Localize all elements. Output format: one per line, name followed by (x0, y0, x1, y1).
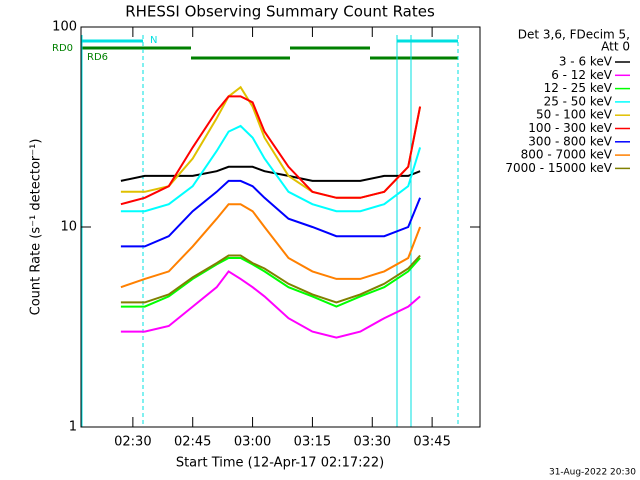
y-tick-label: 1 (69, 420, 77, 435)
legend-label: 100 - 300 keV (528, 121, 612, 135)
annotation: RD0 (52, 43, 73, 54)
legend-label: 800 - 7000 keV (521, 148, 613, 162)
timestamp: 31-Aug-2022 20:30 (549, 468, 636, 478)
y-tick-label: 10 (60, 220, 77, 235)
plot (120, 85, 422, 339)
legend-label: 7000 - 15000 keV (505, 161, 612, 175)
legend-label: 12 - 25 keV (544, 81, 613, 95)
series-line (120, 254, 421, 304)
legend-label: 50 - 100 keV (536, 108, 613, 122)
legend-label: 25 - 50 keV (544, 94, 613, 108)
x-tick-label: 03:15 (294, 435, 331, 450)
x-tick-label: 02:30 (114, 435, 151, 450)
annotation: RD6 (87, 52, 108, 63)
x-tick-label: 03:00 (234, 435, 271, 450)
x-axis-label: Start Time (12-Apr-17 02:17:22) (176, 456, 384, 471)
state-lines (81, 35, 459, 427)
series-line (120, 257, 421, 308)
series-line (120, 95, 422, 206)
series-line (120, 203, 422, 289)
series-line (120, 165, 421, 182)
series-line (120, 270, 421, 339)
x-tick-label: 02:45 (174, 435, 211, 450)
annotation: N (150, 35, 157, 46)
state-bars (81, 39, 458, 60)
legend-label: 6 - 12 keV (551, 68, 613, 82)
legend-label: 300 - 800 keV (528, 134, 612, 148)
x-tick-label: 03:45 (413, 435, 450, 450)
series-line (120, 179, 422, 248)
x-tick-label: 03:30 (354, 435, 391, 450)
y-axis-label: Count Rate (s⁻¹ detector⁻¹) (29, 139, 44, 316)
legend-title: Att 0 (601, 40, 630, 54)
legend-label: 3 - 6 keV (559, 55, 613, 69)
series-line (120, 124, 422, 213)
chart-title: RHESSI Observing Summary Count Rates (125, 3, 435, 21)
legend-title: Det 3,6, FDecim 5, (518, 28, 630, 42)
y-tick-label: 100 (52, 20, 77, 35)
